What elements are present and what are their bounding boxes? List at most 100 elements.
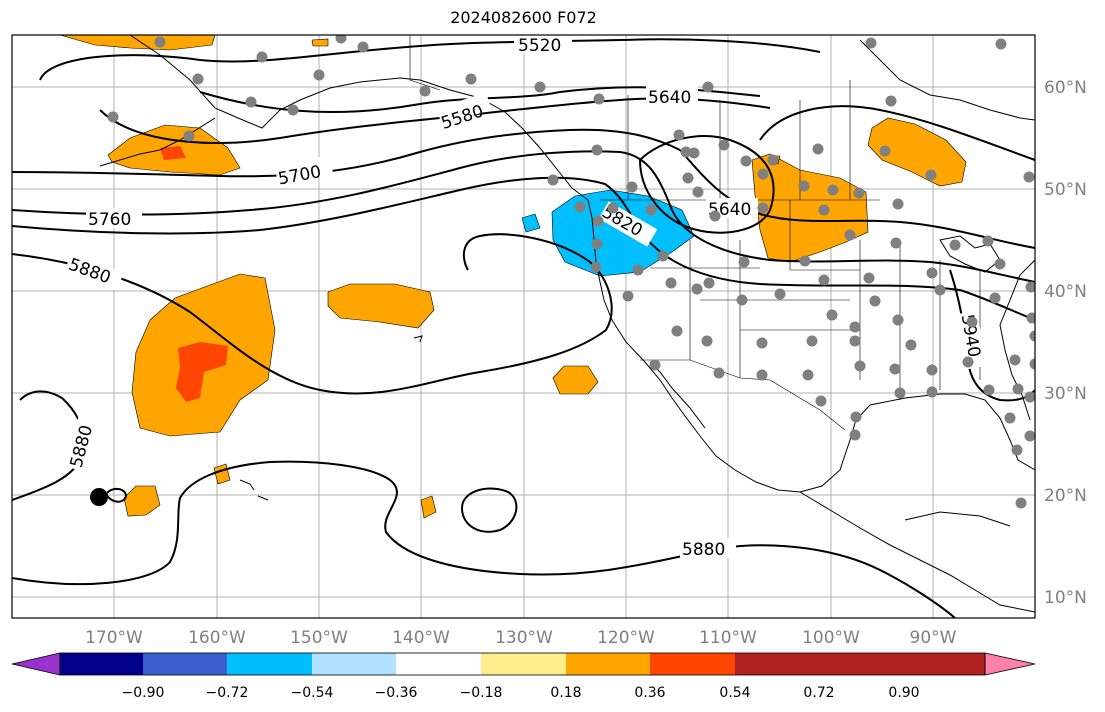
coast-mexico-gulf xyxy=(799,393,1035,493)
colorbar-min-extend xyxy=(11,652,61,676)
colorbar-cell xyxy=(735,653,819,675)
station-marker xyxy=(1025,281,1035,293)
station-marker xyxy=(849,335,861,347)
station-marker xyxy=(671,325,683,337)
canada-provinces xyxy=(627,80,851,200)
colorbar-tick-label: −0.90 xyxy=(122,685,165,701)
colorbar-cell xyxy=(227,653,312,675)
station-marker xyxy=(885,95,897,107)
station-marker xyxy=(844,229,856,241)
station-marker xyxy=(665,277,677,289)
colorbar-cell xyxy=(904,653,985,675)
station-marker xyxy=(183,130,195,142)
lon-label: 170°W xyxy=(85,628,143,648)
station-marker xyxy=(591,144,603,156)
station-marker xyxy=(590,261,602,273)
colorbar-tick-label: 0.18 xyxy=(550,685,581,701)
colorbar-tick-label: 0.54 xyxy=(719,685,750,701)
lon-label: 140°W xyxy=(392,628,450,648)
lon-label: 90°W xyxy=(910,628,957,648)
anomaly-area-gulf-alaska xyxy=(311,38,329,47)
station-marker xyxy=(1009,354,1021,366)
station-marker xyxy=(740,155,752,167)
station-marker xyxy=(994,258,1006,270)
colorbar-cell xyxy=(650,653,735,675)
storm-marker xyxy=(90,488,108,506)
contour-5820 xyxy=(12,176,1035,321)
station-marker xyxy=(799,255,811,267)
station-marker xyxy=(622,290,634,302)
station-marker xyxy=(892,198,904,210)
station-marker xyxy=(256,51,268,63)
station-marker xyxy=(736,294,748,306)
station-marker xyxy=(926,364,938,376)
contour-label-5880-south: 5880 xyxy=(682,540,725,560)
station-marker xyxy=(815,395,827,407)
contour-5640-east xyxy=(759,105,1035,161)
station-marker xyxy=(713,367,725,379)
colorbar-cell xyxy=(396,653,481,675)
station-marker xyxy=(982,235,994,247)
contour-5880-hawaii-loop xyxy=(105,488,128,503)
station-marker xyxy=(827,184,839,196)
station-marker xyxy=(767,154,779,166)
colorbar-cell xyxy=(60,653,143,675)
contour-5520 xyxy=(39,38,821,81)
station-marker xyxy=(1011,444,1023,456)
station-marker xyxy=(1026,312,1035,324)
station-marker xyxy=(774,288,786,300)
contour-5880-south xyxy=(12,460,956,618)
station-marker xyxy=(702,81,714,93)
station-marker xyxy=(718,139,730,151)
station-marker xyxy=(849,321,861,333)
colorbar-cell xyxy=(481,653,566,675)
station-marker xyxy=(107,111,119,123)
station-marker xyxy=(709,210,721,222)
contour-label-5520: 5520 xyxy=(518,36,561,56)
anomaly-core-bering xyxy=(160,146,186,160)
station-marker xyxy=(287,104,299,116)
station-marker xyxy=(645,204,657,216)
station-marker xyxy=(688,147,700,159)
map-title: 2024082600 F072 xyxy=(450,8,597,27)
contour-label-5640-north: 5640 xyxy=(648,88,691,108)
station-marker xyxy=(592,215,604,227)
contour-5880-main xyxy=(12,233,613,395)
station-marker xyxy=(657,250,669,262)
lat-label: 50°N xyxy=(1044,180,1087,200)
station-marker xyxy=(905,339,917,351)
station-marker xyxy=(818,274,830,286)
station-marker xyxy=(966,316,978,328)
station-marker xyxy=(192,73,204,85)
contour-5700-east xyxy=(679,149,1035,249)
coast-central-america xyxy=(799,491,1035,613)
station-marker xyxy=(949,239,961,251)
anomaly-area-hudson xyxy=(867,117,967,187)
station-marker xyxy=(245,96,257,108)
contour-5940 xyxy=(949,269,1035,402)
colorbar-tick-label: 0.36 xyxy=(634,685,665,701)
lon-label: 130°W xyxy=(495,628,553,648)
anomaly-area-alaska-west xyxy=(59,35,216,51)
station-marker xyxy=(1023,171,1035,183)
station-marker xyxy=(1029,358,1035,370)
station-marker xyxy=(1029,330,1035,342)
station-marker xyxy=(890,237,902,249)
station-marker xyxy=(547,174,559,186)
station-marker xyxy=(756,369,768,381)
station-marker xyxy=(989,292,1001,304)
station-marker xyxy=(894,387,906,399)
station-marker xyxy=(154,36,166,48)
contour-5760 xyxy=(12,150,1035,283)
coast-hudson xyxy=(859,39,1035,121)
station-marker xyxy=(757,202,769,214)
station-marker xyxy=(756,337,768,349)
lon-label: 160°W xyxy=(188,628,246,648)
colorbar-tick-label: 0.72 xyxy=(803,685,834,701)
contour-5700 xyxy=(12,128,681,178)
lat-label: 40°N xyxy=(1044,282,1087,302)
anomaly-area-hawaii-west xyxy=(123,485,161,517)
station-marker xyxy=(849,429,861,441)
colorbar-cell xyxy=(312,653,396,675)
station-marker xyxy=(863,272,875,284)
